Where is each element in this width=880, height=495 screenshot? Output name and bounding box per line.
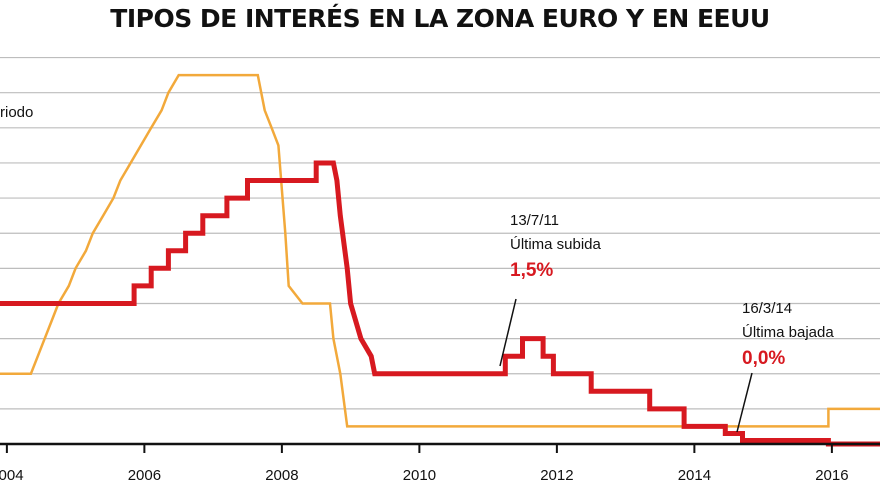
x-tick-label: 2014 (678, 467, 711, 484)
series-line-orange (0, 73, 880, 428)
annotations: 13/7/11 Última subida 1,5% 16/3/14 Última ba… (499, 212, 834, 433)
x-tick-label: 2004 (0, 467, 24, 484)
annotation-label: Última bajada (742, 324, 834, 341)
annotation-pointer (499, 298, 517, 367)
series-group (0, 73, 880, 447)
chart-title: TIPOS DE INTERÉS EN LA ZONA EURO Y EN EE… (110, 4, 770, 33)
x-tick-label: 2016 (815, 467, 848, 484)
annotation-date: 13/7/11 (510, 212, 559, 229)
x-tick-label: 2008 (265, 467, 298, 484)
unit-label: riodo (0, 104, 33, 121)
annotation-label: Última subida (510, 236, 602, 253)
x-tick-label: 2006 (128, 467, 161, 484)
x-tick-label: 2012 (540, 467, 573, 484)
x-tick-label: 2010 (403, 467, 436, 484)
annotation-pointer (736, 372, 753, 433)
series-line-red (0, 160, 880, 447)
annotation-value: 0,0% (742, 348, 785, 369)
x-axis: 2004 2006 2008 2010 2012 2014 2016 (0, 442, 880, 484)
annotation-date: 16/3/14 (742, 300, 792, 317)
annotation-value: 1,5% (510, 260, 553, 281)
